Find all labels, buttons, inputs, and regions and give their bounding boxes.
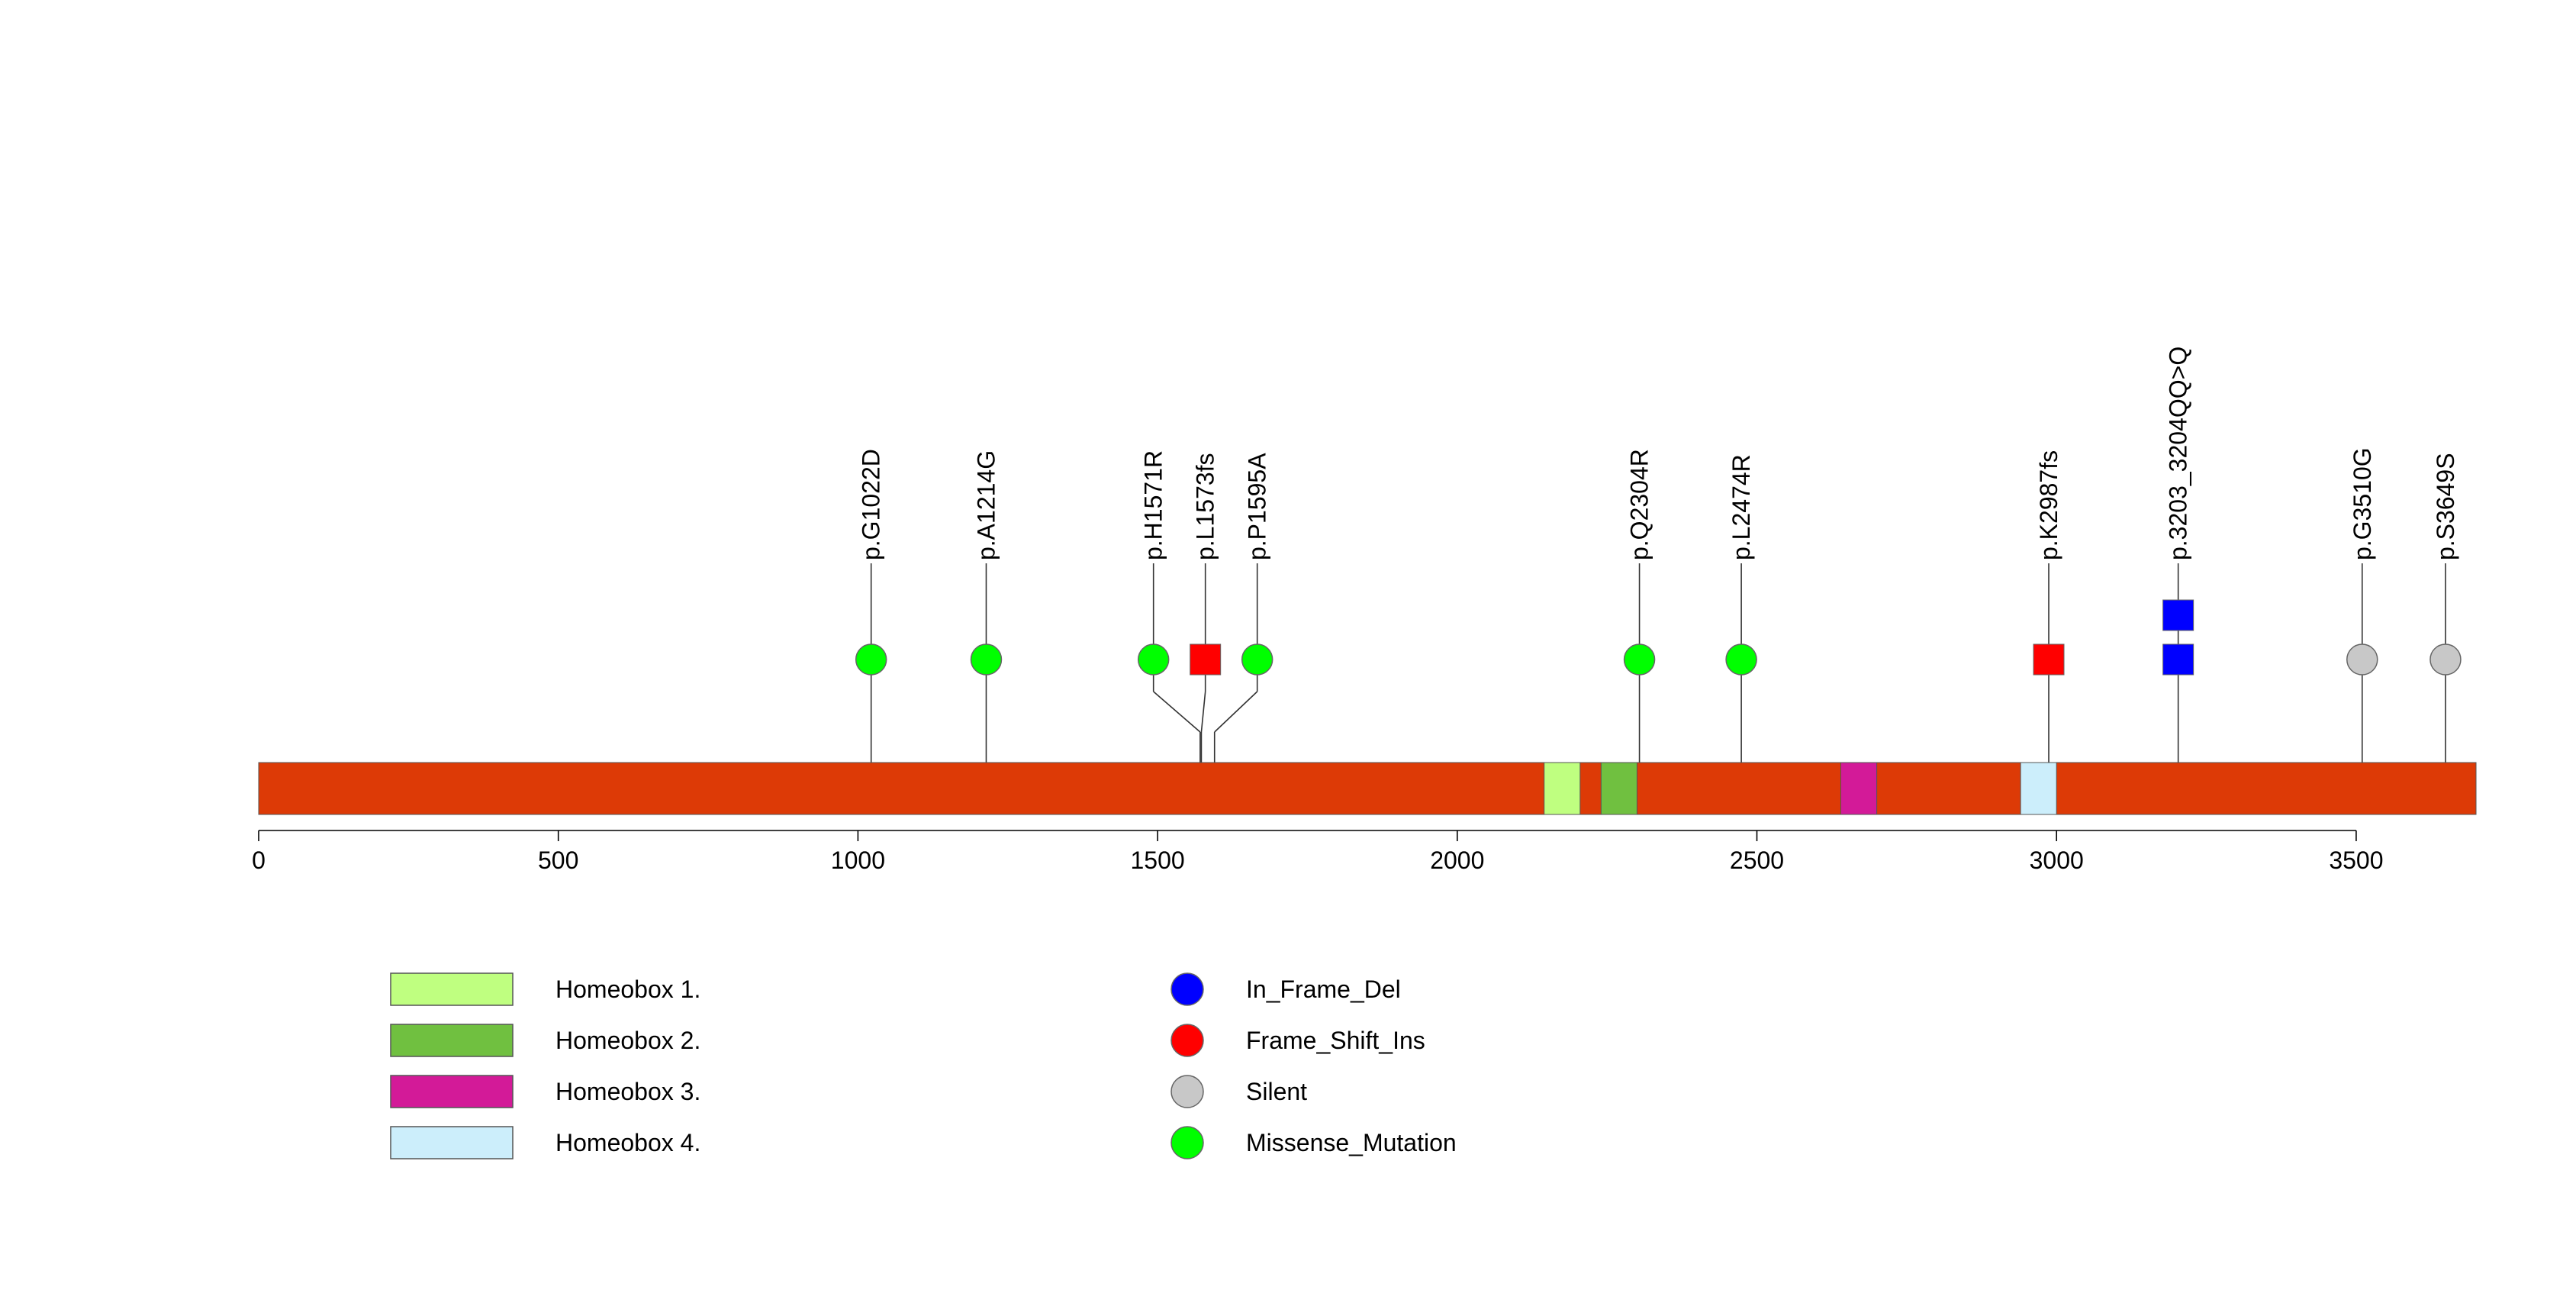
mutation-label: p.3203_3204QQ>Q xyxy=(2165,347,2192,560)
axis-tick-label: 1000 xyxy=(831,847,885,874)
mutation-marker xyxy=(2162,643,2194,676)
mutation-label: p.P1595A xyxy=(1244,453,1271,560)
mutation-label: p.G3510G xyxy=(2349,447,2376,560)
mutation-marker xyxy=(2162,599,2194,631)
domain-block xyxy=(1544,762,1581,815)
mutation-label: p.A1214G xyxy=(972,450,1000,560)
type-legend-label: In_Frame_Del xyxy=(1246,976,1401,1003)
domain-legend: Homeobox 1. Homeobox 2. Homeobox 3. Homeobo… xyxy=(390,972,700,1159)
type-legend-marker xyxy=(1170,972,1204,1006)
mutation-marker xyxy=(2033,643,2065,676)
domain-legend-swatch xyxy=(390,1024,514,1057)
axis-tick-label: 2500 xyxy=(1730,847,1784,874)
mutation-label: p.S3649S xyxy=(2432,453,2459,560)
domain-legend-label: Homeobox 1. xyxy=(555,976,700,1003)
axis-tick-label: 3500 xyxy=(2329,847,2383,874)
domain-legend-label: Homeobox 3. xyxy=(555,1078,700,1105)
type-legend-marker xyxy=(1170,1075,1204,1108)
type-legend-label: Missense_Mutation xyxy=(1246,1129,1457,1156)
mutation-marker xyxy=(2346,643,2378,676)
mutation-marker xyxy=(970,643,1003,676)
type-legend-marker xyxy=(1170,1126,1204,1159)
axis-tick-label: 2000 xyxy=(1430,847,1484,874)
domain-legend-label: Homeobox 4. xyxy=(555,1129,700,1156)
mutation-label: p.L1573fs xyxy=(1192,453,1219,560)
domain-legend-swatch xyxy=(390,1126,514,1159)
mutation-marker xyxy=(1241,643,1274,676)
mutation-marker xyxy=(1190,643,1222,676)
mutation-label: p.L2474R xyxy=(1728,454,1755,560)
domain-legend-swatch xyxy=(390,972,514,1006)
type-legend-label: Frame_Shift_Ins xyxy=(1246,1027,1425,1054)
type-legend-label: Silent xyxy=(1246,1078,1307,1105)
domain-block xyxy=(1840,762,1878,815)
mutation-type-legend: In_Frame_Del Frame_Shift_Ins Silent Missens… xyxy=(1170,972,1457,1159)
domain-block xyxy=(2020,762,2057,815)
mutation-label: p.K2987fs xyxy=(2035,450,2062,560)
protein-bar xyxy=(258,762,2477,815)
mutation-marker xyxy=(1137,643,1170,676)
mutation-marker xyxy=(1725,643,1757,676)
x-axis: 0 500 1000 1500 2000 2500 3000 3500 xyxy=(252,830,2384,874)
axis-tick-label: 500 xyxy=(538,847,578,874)
stem-line xyxy=(1153,691,1201,733)
mutation-label: p.G1022D xyxy=(858,449,885,560)
mutation-marker xyxy=(2429,643,2462,676)
stem-line xyxy=(1214,691,1258,733)
mutation-label: p.Q2304R xyxy=(1626,449,1653,560)
stem-line xyxy=(1200,691,1206,733)
mutation-marker xyxy=(855,643,887,676)
mutation-label: p.H1571R xyxy=(1140,450,1167,560)
mutation-markers xyxy=(855,599,2462,676)
type-legend-marker xyxy=(1170,1024,1204,1057)
axis-tick-label: 3000 xyxy=(2030,847,2084,874)
protein-backbone xyxy=(258,762,2477,815)
domain-block xyxy=(1600,762,1637,815)
domain-legend-swatch xyxy=(390,1075,514,1108)
domain-legend-label: Homeobox 2. xyxy=(555,1027,700,1054)
mutation-labels: p.G1022D p.A1214G p.H1571R p.L1573fs p.P1595… xyxy=(858,347,2459,560)
axis-tick-label: 1500 xyxy=(1131,847,1185,874)
mutation-marker xyxy=(1623,643,1656,676)
axis-tick-label: 0 xyxy=(252,847,266,874)
